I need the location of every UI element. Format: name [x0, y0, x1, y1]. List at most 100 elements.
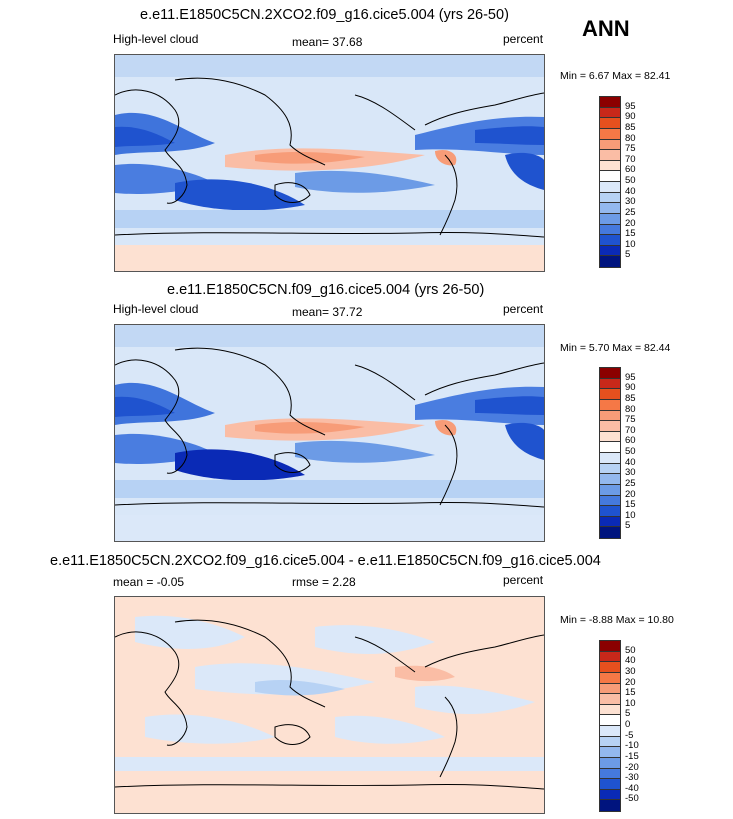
colorbar-swatch	[600, 203, 620, 214]
colorbar-tick-label: -10	[625, 740, 639, 752]
panel-1-units-label: percent	[503, 32, 544, 46]
colorbar-tick-label: -40	[625, 782, 639, 794]
colorbar-swatch	[600, 378, 620, 390]
colorbar-swatch	[600, 171, 620, 182]
panel-2-mean-label: mean= 37.72	[292, 305, 363, 319]
colorbar-tick-label: 85	[625, 392, 636, 404]
colorbar-tick-label: 80	[625, 132, 636, 144]
colorbar-tick-label: 15	[625, 687, 636, 699]
colorbar-swatch	[600, 399, 620, 411]
colorbar-swatch	[600, 97, 620, 108]
colorbar-tick-label: 30	[625, 467, 636, 479]
colorbar-tick-label: 50	[625, 644, 636, 656]
panel-2-units-label: percent	[503, 302, 544, 316]
colorbar-tick-label: -15	[625, 750, 639, 762]
colorbar-tick-label: 85	[625, 121, 636, 133]
colorbar-swatch	[600, 182, 620, 193]
colorbar-swatch	[600, 453, 620, 464]
panel-3-rmse-label: rmse = 2.28	[292, 575, 356, 589]
colorbar-tick-label: 10	[625, 509, 636, 521]
panel-3-colorbar	[599, 640, 621, 812]
colorbar-tick-label: 25	[625, 477, 636, 489]
colorbar-tick-label: 50	[625, 175, 636, 186]
colorbar-tick-label: 60	[625, 435, 636, 447]
colorbar-tick-label: 40	[625, 655, 636, 667]
colorbar-tick-label: 0	[625, 719, 631, 730]
colorbar-tick-label: 10	[625, 238, 636, 250]
colorbar-swatch	[600, 139, 620, 151]
panel-1-title: e.e11.E1850C5CN.2XCO2.f09_g16.cice5.004 …	[140, 7, 509, 23]
colorbar-swatch	[600, 389, 620, 400]
colorbar-swatch	[600, 431, 620, 443]
colorbar-swatch	[600, 192, 620, 204]
colorbar-swatch	[600, 421, 620, 432]
colorbar-swatch	[600, 683, 620, 695]
colorbar-swatch	[600, 694, 620, 705]
panel-1-map	[114, 54, 545, 272]
panel-3-map	[114, 596, 545, 814]
colorbar-swatch	[600, 516, 620, 528]
colorbar-swatch	[600, 527, 620, 538]
colorbar-tick-label: 60	[625, 164, 636, 176]
colorbar-swatch	[600, 662, 620, 673]
colorbar-swatch	[600, 757, 620, 769]
colorbar-tick-label: -5	[625, 729, 634, 741]
colorbar-swatch	[600, 779, 620, 790]
colorbar-swatch	[600, 726, 620, 737]
panel-1-minmax: Min = 6.67 Max = 82.41	[560, 70, 671, 82]
colorbar-swatch	[600, 800, 620, 811]
colorbar-swatch	[600, 150, 620, 161]
colorbar-tick-label: 75	[625, 414, 636, 426]
colorbar-tick-label: 40	[625, 456, 636, 468]
colorbar-tick-label: -30	[625, 772, 639, 784]
season-label: ANN	[582, 16, 630, 41]
colorbar-swatch	[600, 747, 620, 758]
panel-2-colorbar	[599, 367, 621, 539]
colorbar-tick-label: 95	[625, 371, 636, 383]
colorbar-swatch	[600, 736, 620, 748]
colorbar-swatch	[600, 245, 620, 257]
colorbar-swatch	[600, 160, 620, 172]
colorbar-tick-label: 20	[625, 488, 636, 500]
colorbar-swatch	[600, 651, 620, 663]
panel-1-variable-label: High-level cloud	[113, 32, 199, 46]
colorbar-tick-label: 5	[625, 249, 631, 261]
colorbar-swatch	[600, 506, 620, 517]
panel-3-units-label: percent	[503, 573, 544, 587]
colorbar-tick-label: 20	[625, 676, 636, 688]
colorbar-swatch	[600, 256, 620, 267]
colorbar-swatch	[600, 213, 620, 225]
colorbar-swatch	[600, 235, 620, 246]
panel-2-map	[114, 324, 545, 542]
colorbar-swatch	[600, 442, 620, 453]
panel-3-title: e.e11.E1850C5CN.2XCO2.f09_g16.cice5.004 …	[50, 553, 601, 569]
colorbar-tick-label: 10	[625, 697, 636, 709]
colorbar-tick-label: 30	[625, 196, 636, 208]
colorbar-swatch	[600, 474, 620, 485]
panel-3-minmax: Min = -8.88 Max = 10.80	[560, 614, 674, 626]
colorbar-swatch	[600, 368, 620, 379]
colorbar-swatch	[600, 495, 620, 507]
colorbar-tick-label: 95	[625, 100, 636, 112]
colorbar-swatch	[600, 789, 620, 801]
colorbar-tick-label: 40	[625, 185, 636, 197]
panel-1-colorbar	[599, 96, 621, 268]
colorbar-tick-label: 5	[625, 708, 631, 720]
panel-1-mean-label: mean= 37.68	[292, 35, 363, 49]
panel-2-variable-label: High-level cloud	[113, 302, 199, 316]
colorbar-swatch	[600, 768, 620, 780]
panel-3-mean-label: mean = -0.05	[113, 575, 185, 589]
panel-2-title: e.e11.E1850C5CN.f09_g16.cice5.004 (yrs 2…	[167, 282, 485, 298]
colorbar-tick-label: -20	[625, 761, 639, 773]
colorbar-swatch	[600, 484, 620, 496]
colorbar-tick-label: 70	[625, 424, 636, 436]
colorbar-tick-label: -50	[625, 793, 639, 805]
colorbar-tick-label: 90	[625, 382, 636, 394]
colorbar-tick-label: 70	[625, 153, 636, 165]
colorbar-swatch	[600, 224, 620, 236]
colorbar-tick-label: 5	[625, 520, 631, 532]
colorbar-tick-label: 30	[625, 665, 636, 677]
colorbar-tick-label: 80	[625, 403, 636, 415]
colorbar-swatch	[600, 107, 620, 119]
colorbar-tick-label: 50	[625, 446, 636, 457]
